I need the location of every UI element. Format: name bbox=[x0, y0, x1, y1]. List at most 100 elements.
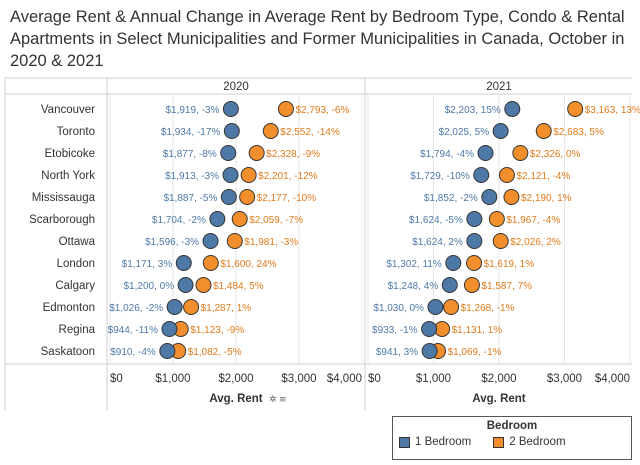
data-label-1bed-2020-toronto: $1,934, -17% bbox=[161, 127, 221, 138]
dot-2bed-2020-london bbox=[202, 255, 219, 271]
row-label-scarborough: Scarborough bbox=[29, 214, 95, 226]
data-label-2bed-2021-saskatoon: $1,069, -1% bbox=[448, 347, 502, 358]
x-tick-label-2020-3000: $3,000 bbox=[281, 373, 316, 385]
x-tick-label-2020-1000: $1,000 bbox=[155, 373, 190, 385]
data-label-1bed-2021-regina: $933, -1% bbox=[372, 325, 418, 336]
legend-label-1-bedroom: 1 Bedroom bbox=[415, 436, 472, 448]
dot-2bed-2021-calgary bbox=[463, 277, 480, 293]
data-label-2bed-2021-mississauga: $2,190, 1% bbox=[521, 193, 572, 204]
data-label-1bed-2021-vancouver: $2,203, 15% bbox=[445, 105, 501, 116]
data-label-2bed-2020-calgary: $1,484, 5% bbox=[213, 281, 264, 292]
legend-swatch-2-bedroom bbox=[493, 436, 505, 448]
row-label-regina: Regina bbox=[59, 324, 96, 336]
data-label-1bed-2021-mississauga: $1,852, -2% bbox=[424, 193, 478, 204]
data-label-2bed-2020-ottawa: $1,981, -3% bbox=[244, 237, 298, 248]
x-axis-title-2021: Avg. Rent bbox=[472, 393, 525, 405]
row-label-toronto: Toronto bbox=[57, 126, 95, 138]
dot-1bed-2021-ottawa bbox=[466, 233, 483, 249]
x-tick-label-2021-4000: $4,000 bbox=[595, 373, 630, 385]
dot-1bed-2021-saskatoon bbox=[421, 343, 438, 359]
legend-title: Bedroom bbox=[486, 420, 538, 432]
legend-swatch-1-bedroom bbox=[399, 436, 410, 448]
dot-2bed-2021-north-york bbox=[498, 167, 515, 183]
x-tick-label-2020-4000: $4,000 bbox=[327, 373, 362, 385]
legend[interactable]: Bedroom 1 Bedroom 2 Bedroom bbox=[392, 416, 632, 460]
pin-icon: ✲ bbox=[269, 395, 277, 405]
data-label-1bed-2021-calgary: $1,248, 4% bbox=[388, 281, 439, 292]
row-label-london: London bbox=[57, 258, 95, 270]
data-label-2bed-2021-edmonton: $1,268, -1% bbox=[461, 303, 515, 314]
data-label-1bed-2021-london: $1,302, 11% bbox=[386, 259, 442, 270]
dot-2bed-2020-ottawa bbox=[226, 233, 243, 249]
row-label-ottawa: Ottawa bbox=[59, 236, 96, 248]
data-label-1bed-2021-scarborough: $1,624, -5% bbox=[409, 215, 463, 226]
dot-2bed-2020-etobicoke bbox=[248, 145, 265, 161]
data-label-2bed-2021-ottawa: $2,026, 2% bbox=[510, 237, 561, 248]
x-tick-label-2021-3000: $3,000 bbox=[547, 373, 582, 385]
data-label-2bed-2020-edmonton: $1,287, 1% bbox=[201, 303, 252, 314]
dot-1bed-2020-vancouver bbox=[222, 101, 239, 117]
dot-2bed-2020-north-york bbox=[240, 167, 257, 183]
dot-2bed-2020-vancouver bbox=[277, 101, 294, 117]
data-label-1bed-2021-toronto: $2,025, 5% bbox=[439, 127, 490, 138]
dot-1bed-2020-mississauga bbox=[220, 189, 237, 205]
data-label-1bed-2020-london: $1,171, 3% bbox=[122, 259, 173, 270]
legend-label-2-bedroom: 2 Bedroom bbox=[509, 436, 566, 448]
x-tick-label-2021-1000: $1,000 bbox=[416, 373, 451, 385]
data-label-1bed-2021-ottawa: $1,624, 2% bbox=[412, 237, 463, 248]
dot-1bed-2021-etobicoke bbox=[477, 145, 494, 161]
data-label-1bed-2020-regina: $944, -11% bbox=[108, 325, 159, 336]
data-label-2bed-2020-north-york: $2,201, -12% bbox=[258, 171, 318, 182]
data-label-1bed-2020-north-york: $1,913, -3% bbox=[165, 171, 219, 182]
x-axis-title-2020: Avg. Rent bbox=[209, 393, 262, 405]
data-label-1bed-2020-calgary: $1,200, 0% bbox=[123, 281, 174, 292]
dot-2bed-2021-mississauga bbox=[503, 189, 520, 205]
dot-1bed-2020-scarborough bbox=[209, 211, 226, 227]
dot-2bed-2021-london bbox=[466, 255, 483, 271]
data-label-2bed-2021-etobicoke: $2,326, 0% bbox=[530, 149, 581, 160]
legend-item-1-bedroom[interactable]: 1 Bedroom bbox=[399, 436, 471, 448]
data-label-2bed-2020-regina: $1,123, -9% bbox=[190, 325, 244, 336]
sort-icon: ≡ bbox=[279, 395, 287, 405]
row-label-edmonton: Edmonton bbox=[43, 302, 95, 314]
x-tick-label-2021-0: $0 bbox=[368, 373, 381, 385]
dot-2bed-2021-toronto bbox=[535, 123, 552, 139]
dot-1bed-2020-ottawa bbox=[202, 233, 219, 249]
x-tick-label-2020-2000: $2,000 bbox=[218, 373, 253, 385]
dot-1bed-2020-london bbox=[175, 255, 192, 271]
data-label-2bed-2020-etobicoke: $2,328, -9% bbox=[266, 149, 320, 160]
data-label-1bed-2020-saskatoon: $910, -4% bbox=[110, 347, 156, 358]
legend-item-2-bedroom[interactable]: 2 Bedroom bbox=[493, 436, 566, 448]
row-label-vancouver: Vancouver bbox=[41, 104, 95, 116]
dot-1bed-2021-calgary bbox=[441, 277, 458, 293]
dot-1bed-2021-toronto bbox=[492, 123, 509, 139]
data-label-2bed-2021-calgary: $1,587, 7% bbox=[481, 281, 532, 292]
data-label-2bed-2021-vancouver: $3,163, 13% bbox=[585, 105, 640, 116]
dot-2bed-2021-edmonton bbox=[443, 299, 460, 315]
dot-1bed-2021-mississauga bbox=[481, 189, 498, 205]
dot-2bed-2020-edmonton bbox=[183, 299, 200, 315]
row-label-saskatoon: Saskatoon bbox=[41, 346, 95, 358]
dot-1bed-2020-toronto bbox=[223, 123, 240, 139]
data-label-1bed-2021-saskatoon: $941, 3% bbox=[376, 347, 418, 358]
dot-2bed-2020-toronto bbox=[262, 123, 279, 139]
dot-1bed-2021-london bbox=[445, 255, 462, 271]
dot-2bed-2021-vancouver bbox=[567, 101, 584, 117]
dot-2bed-2021-etobicoke bbox=[512, 145, 529, 161]
row-label-etobicoke: Etobicoke bbox=[44, 148, 95, 160]
dot-2bed-2021-ottawa bbox=[492, 233, 509, 249]
data-label-2bed-2020-saskatoon: $1,082, -5% bbox=[188, 347, 242, 358]
data-label-2bed-2021-north-york: $2,121, -4% bbox=[516, 171, 570, 182]
row-label-mississauga: Mississauga bbox=[32, 192, 96, 204]
data-label-2bed-2020-scarborough: $2,059, -7% bbox=[249, 215, 303, 226]
dot-1bed-2020-etobicoke bbox=[220, 145, 237, 161]
dot-2bed-2020-scarborough bbox=[231, 211, 248, 227]
dot-1bed-2020-edmonton bbox=[166, 299, 183, 315]
dot-2bed-2020-calgary bbox=[195, 277, 212, 293]
data-label-2bed-2020-london: $1,600, 24% bbox=[220, 259, 276, 270]
data-label-1bed-2020-etobicoke: $1,877, -8% bbox=[163, 149, 217, 160]
data-label-1bed-2021-etobicoke: $1,794, -4% bbox=[420, 149, 474, 160]
dot-1bed-2020-regina bbox=[161, 321, 178, 337]
row-label-north-york: North York bbox=[41, 170, 95, 182]
dot-1bed-2020-north-york bbox=[222, 167, 239, 183]
